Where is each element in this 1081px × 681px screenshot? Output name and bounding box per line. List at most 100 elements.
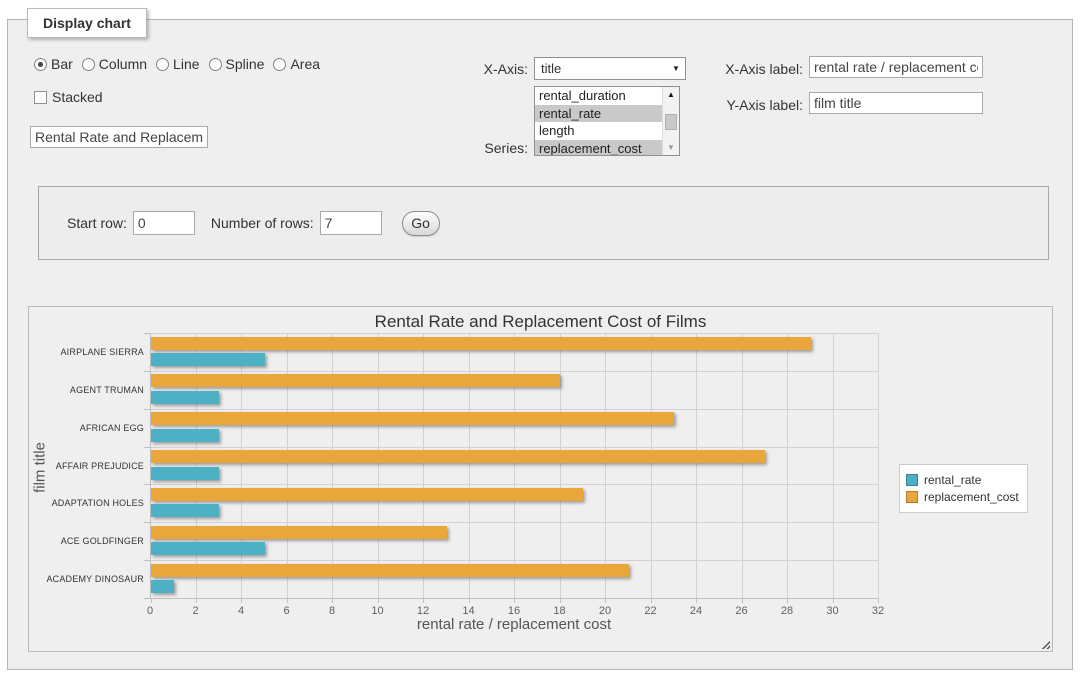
bar-rental-rate (151, 429, 219, 442)
y-tick (144, 371, 151, 372)
x-tick-label: 24 (681, 605, 711, 617)
y-tick (144, 598, 151, 599)
go-button[interactable]: Go (402, 211, 440, 236)
chevron-down-icon: ▼ (667, 64, 685, 73)
panel-title: Display chart (27, 8, 147, 38)
legend-item-rental_rate[interactable]: rental_rate (906, 473, 1019, 487)
bar-rental-rate (151, 391, 219, 404)
chart-type-radio-line[interactable]: Line (156, 56, 199, 72)
series-option-length[interactable]: length (535, 122, 662, 140)
x-tick-label: 12 (408, 605, 438, 617)
chart-type-radio-column[interactable]: Column (82, 56, 147, 72)
chart-x-axis-title: rental rate / replacement cost (150, 616, 878, 633)
scroll-down-icon[interactable]: ▼ (663, 140, 679, 155)
legend-swatch-icon (906, 491, 918, 503)
legend-label: rental_rate (924, 473, 981, 487)
gridline (196, 333, 197, 598)
resize-handle-icon[interactable] (1040, 639, 1050, 649)
gridline (151, 598, 878, 599)
gridline (151, 560, 878, 561)
x-axis-select-label: X-Axis: (428, 61, 528, 77)
radio-icon[interactable] (273, 58, 286, 71)
chart-type-radio-bar[interactable]: Bar (34, 56, 73, 72)
stacked-row: Stacked (34, 89, 103, 105)
category-label: ACADEMY DINOSAUR (34, 574, 144, 584)
bar-rental-rate (151, 542, 265, 555)
scrollbar-thumb[interactable] (665, 114, 677, 130)
x-tick (878, 598, 879, 603)
category-label: AGENT TRUMAN (34, 385, 144, 395)
gridline (241, 333, 242, 598)
x-tick-label: 8 (317, 605, 347, 617)
series-option-rental_duration[interactable]: rental_duration (535, 87, 662, 105)
row-controls-panel: Start row: Number of rows: Go (38, 186, 1049, 260)
x-axis-label-input[interactable] (809, 56, 983, 78)
radio-icon[interactable] (156, 58, 169, 71)
gridline (287, 333, 288, 598)
chart-legend: rental_rate replacement_cost (899, 464, 1028, 513)
radio-label: Column (99, 56, 147, 72)
bar-replacement-cost (151, 526, 447, 539)
gridline (878, 333, 879, 598)
y-tick (144, 447, 151, 448)
x-tick-label: 16 (499, 605, 529, 617)
x-tick-label: 20 (590, 605, 620, 617)
y-tick (144, 333, 151, 334)
legend-label: replacement_cost (924, 490, 1019, 504)
y-axis-label-caption: Y-Axis label: (698, 97, 803, 113)
chart-title: Rental Rate and Replacement Cost of Film… (29, 312, 1052, 332)
radio-icon[interactable] (209, 58, 222, 71)
num-rows-input[interactable] (320, 211, 382, 235)
plot-area (150, 333, 878, 598)
chart-title-input[interactable] (30, 126, 208, 148)
x-axis-label-caption: X-Axis label: (698, 61, 803, 77)
gridline (151, 522, 878, 523)
category-label: AFFAIR PREJUDICE (34, 461, 144, 471)
radio-label: Bar (51, 56, 73, 72)
x-tick-label: 30 (818, 605, 848, 617)
y-tick (144, 484, 151, 485)
radio-icon[interactable] (34, 58, 47, 71)
radio-label: Area (290, 56, 320, 72)
category-label: AIRPLANE SIERRA (34, 347, 144, 357)
x-tick-label: 32 (863, 605, 893, 617)
bar-rental-rate (151, 580, 174, 593)
gridline (151, 333, 878, 334)
series-scrollbar[interactable]: ▲ ▼ (662, 87, 679, 155)
gridline (560, 333, 561, 598)
x-tick-label: 28 (772, 605, 802, 617)
x-axis-select[interactable]: title ▼ (534, 57, 686, 80)
x-tick-label: 0 (135, 605, 165, 617)
category-label: ACE GOLDFINGER (34, 536, 144, 546)
gridline (423, 333, 424, 598)
x-tick-label: 6 (272, 605, 302, 617)
legend-item-replacement_cost[interactable]: replacement_cost (906, 490, 1019, 504)
start-row-input[interactable] (133, 211, 195, 235)
gridline (151, 409, 878, 410)
stacked-checkbox[interactable] (34, 91, 47, 104)
legend-swatch-icon (906, 474, 918, 486)
chart-type-group: Bar Column Line Spline Area (34, 56, 329, 72)
bar-replacement-cost (151, 412, 674, 425)
gridline (332, 333, 333, 598)
scroll-up-icon[interactable]: ▲ (663, 87, 679, 102)
y-tick (144, 409, 151, 410)
series-option-rental_rate[interactable]: rental_rate (535, 105, 662, 123)
bar-replacement-cost (151, 564, 629, 577)
category-label: ADAPTATION HOLES (34, 498, 144, 508)
stacked-label: Stacked (52, 89, 103, 105)
x-tick-label: 22 (636, 605, 666, 617)
gridline (651, 333, 652, 598)
series-option-replacement_cost[interactable]: replacement_cost (535, 140, 662, 157)
bar-replacement-cost (151, 450, 765, 463)
chart-type-radio-area[interactable]: Area (273, 56, 320, 72)
series-select[interactable]: rental_durationrental_ratelengthreplacem… (534, 86, 680, 156)
gridline (151, 447, 878, 448)
category-label: AFRICAN EGG (34, 423, 144, 433)
series-select-label: Series: (428, 140, 528, 156)
gridline (378, 333, 379, 598)
bar-replacement-cost (151, 337, 811, 350)
y-axis-label-input[interactable] (809, 92, 983, 114)
chart-type-radio-spline[interactable]: Spline (209, 56, 265, 72)
radio-icon[interactable] (82, 58, 95, 71)
